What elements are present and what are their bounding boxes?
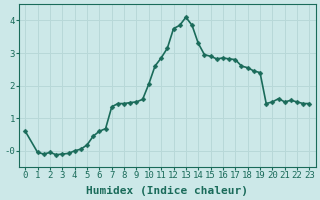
X-axis label: Humidex (Indice chaleur): Humidex (Indice chaleur): [86, 186, 248, 196]
